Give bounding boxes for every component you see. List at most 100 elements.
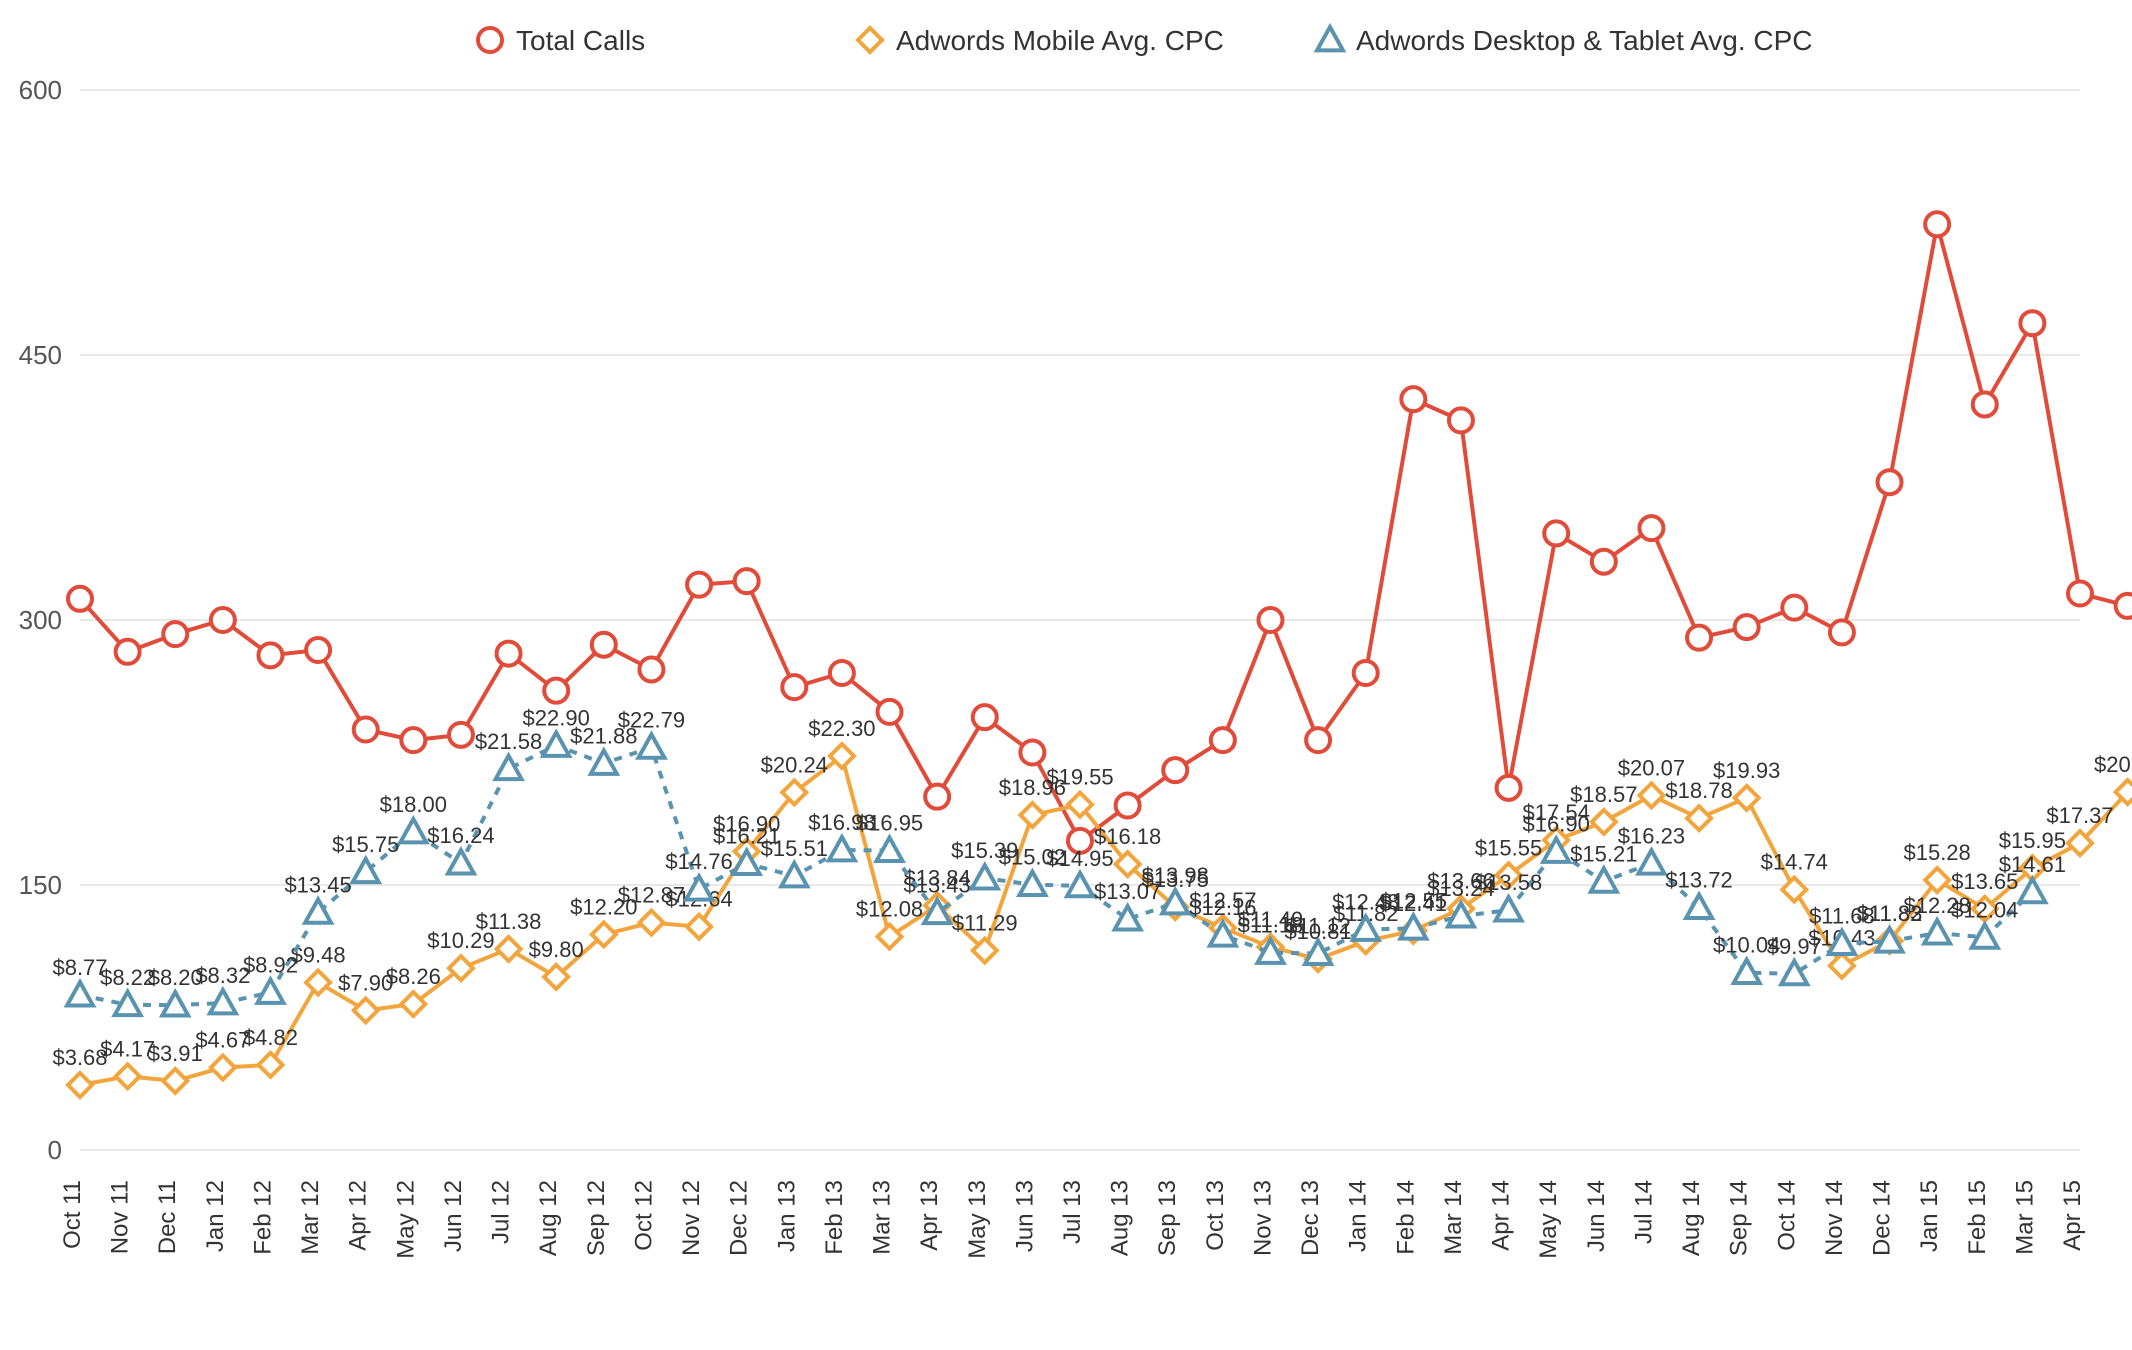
legend-label: Total Calls bbox=[516, 25, 645, 56]
data-label: $18.00 bbox=[380, 792, 447, 817]
x-tick-label: Nov 12 bbox=[678, 1180, 705, 1256]
data-point bbox=[592, 633, 616, 657]
x-tick-label: Sep 12 bbox=[583, 1180, 610, 1256]
legend-label: Adwords Desktop & Tablet Avg. CPC bbox=[1356, 25, 1813, 56]
data-point bbox=[449, 723, 473, 747]
data-point bbox=[1496, 897, 1522, 920]
data-label: $14.74 bbox=[1761, 850, 1828, 875]
data-label: $16.24 bbox=[427, 823, 494, 848]
data-point bbox=[1782, 596, 1806, 620]
data-point bbox=[448, 850, 474, 873]
x-tick-label: Jan 13 bbox=[773, 1180, 800, 1252]
data-point bbox=[1924, 920, 1950, 943]
data-point bbox=[353, 859, 379, 882]
data-label: $8.92 bbox=[243, 952, 298, 977]
data-point bbox=[878, 700, 902, 724]
y-tick-label: 300 bbox=[19, 605, 62, 635]
data-label: $9.80 bbox=[529, 937, 584, 962]
data-point bbox=[1972, 924, 1998, 947]
data-point bbox=[1497, 776, 1521, 800]
data-point bbox=[1638, 850, 1664, 873]
x-tick-label: Sep 13 bbox=[1154, 1180, 1181, 1256]
x-tick-label: Apr 14 bbox=[1488, 1180, 1515, 1251]
data-label: $15.75 bbox=[332, 832, 399, 857]
x-tick-label: Jan 14 bbox=[1345, 1180, 1372, 1252]
data-point bbox=[1591, 868, 1617, 891]
data-point bbox=[1687, 626, 1711, 650]
data-point bbox=[878, 925, 902, 949]
data-point bbox=[1686, 895, 1712, 918]
x-tick-label: Oct 14 bbox=[1773, 1180, 1800, 1251]
x-tick-label: Feb 14 bbox=[1392, 1180, 1419, 1255]
data-point bbox=[2068, 582, 2092, 606]
data-label: $8.26 bbox=[386, 964, 441, 989]
data-label: $14.61 bbox=[1999, 852, 2066, 877]
data-point bbox=[1306, 728, 1330, 752]
data-label: $9.97 bbox=[1767, 934, 1822, 959]
data-point bbox=[1116, 794, 1140, 818]
data-point bbox=[830, 661, 854, 685]
data-point bbox=[1687, 806, 1711, 830]
data-point bbox=[1592, 810, 1616, 834]
data-point bbox=[354, 718, 378, 742]
data-point bbox=[1781, 961, 1807, 984]
legend-marker bbox=[858, 28, 882, 52]
x-tick-label: Mar 14 bbox=[1440, 1180, 1467, 1255]
x-tick-label: Nov 14 bbox=[1821, 1180, 1848, 1256]
data-point bbox=[1592, 550, 1616, 574]
x-tick-label: Aug 13 bbox=[1107, 1180, 1134, 1256]
data-label: $19.55 bbox=[1046, 765, 1113, 790]
data-point bbox=[163, 1069, 187, 1093]
data-label: $20.26 bbox=[2094, 752, 2132, 777]
data-point bbox=[1211, 728, 1235, 752]
data-label: $11.29 bbox=[952, 911, 1018, 936]
x-tick-label: Apr 15 bbox=[2059, 1180, 2086, 1251]
data-label: $13.72 bbox=[1665, 868, 1732, 893]
data-point bbox=[497, 642, 521, 666]
data-point bbox=[925, 785, 949, 809]
data-point bbox=[2019, 879, 2045, 902]
data-label: $19.93 bbox=[1713, 758, 1780, 783]
x-tick-label: Feb 12 bbox=[249, 1180, 276, 1255]
data-point bbox=[639, 657, 663, 681]
data-point bbox=[639, 911, 663, 935]
data-point bbox=[68, 1073, 92, 1097]
data-point bbox=[1735, 786, 1759, 810]
data-point bbox=[543, 732, 569, 755]
data-point bbox=[1019, 872, 1045, 895]
x-tick-label: May 14 bbox=[1535, 1180, 1562, 1259]
data-label: $16.23 bbox=[1618, 823, 1685, 848]
data-point bbox=[735, 569, 759, 593]
x-tick-label: Mar 15 bbox=[2011, 1180, 2038, 1255]
x-tick-label: Dec 11 bbox=[154, 1180, 181, 1254]
data-point bbox=[1020, 803, 1044, 827]
x-tick-label: Jul 12 bbox=[488, 1180, 515, 1244]
data-label: $13.58 bbox=[1475, 870, 1542, 895]
data-label: $16.95 bbox=[856, 811, 923, 836]
data-point bbox=[1354, 661, 1378, 685]
data-point bbox=[782, 675, 806, 699]
x-tick-label: Jan 15 bbox=[1916, 1180, 1943, 1252]
x-tick-label: Apr 13 bbox=[916, 1180, 943, 1251]
data-label: $21.58 bbox=[475, 729, 542, 754]
data-point bbox=[687, 573, 711, 597]
x-tick-label: Oct 11 bbox=[59, 1180, 86, 1249]
x-tick-label: May 12 bbox=[392, 1180, 419, 1259]
data-point bbox=[163, 622, 187, 646]
data-label: $15.95 bbox=[1999, 828, 2066, 853]
data-label: $15.28 bbox=[1903, 840, 1970, 865]
data-label: $11.12 bbox=[1285, 914, 1351, 939]
data-point bbox=[1830, 620, 1854, 644]
data-point bbox=[1878, 470, 1902, 494]
data-point bbox=[497, 937, 521, 961]
data-label: $12.08 bbox=[856, 897, 923, 922]
data-label: $14.95 bbox=[1046, 846, 1113, 871]
x-tick-label: Nov 11 bbox=[107, 1180, 134, 1254]
data-label: $4.82 bbox=[243, 1025, 298, 1050]
data-point bbox=[258, 643, 282, 667]
x-tick-label: Feb 15 bbox=[1964, 1180, 1991, 1255]
x-tick-label: Aug 14 bbox=[1678, 1180, 1705, 1256]
data-point bbox=[1163, 758, 1187, 782]
data-point bbox=[1782, 878, 1806, 902]
data-point bbox=[1925, 212, 1949, 236]
